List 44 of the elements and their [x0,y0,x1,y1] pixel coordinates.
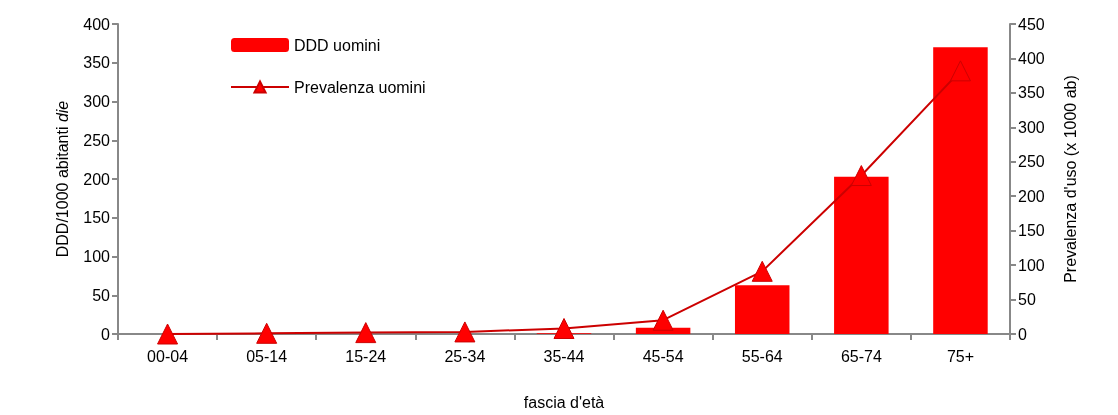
legend-label: DDD uomini [294,36,381,54]
y2-tick-label: 200 [1018,187,1045,205]
x-tick-label: 00-04 [147,347,189,365]
y2-tick-label: 150 [1018,222,1045,240]
y-tick-label: 150 [83,209,111,227]
x-tick-label: 45-54 [642,347,684,365]
x-tick-label: 65-74 [840,347,882,365]
x-tick-label: 35-44 [543,347,585,365]
y2-tick-label: 350 [1018,84,1045,102]
x-tick-label: 25-34 [444,347,486,365]
y2-tick-label: 100 [1018,256,1045,274]
point [850,165,872,187]
point [157,323,179,345]
y-tick-label: 100 [83,248,111,265]
y2-tick-label: 450 [1018,15,1045,33]
y2-tick-label: 300 [1018,118,1045,136]
point [751,260,773,282]
point [355,322,377,344]
x-tick-label: 15-24 [345,347,387,365]
x-axis-title: fascia d'età [523,393,605,411]
point [454,321,476,343]
y-tick-label: 350 [83,54,111,72]
y2-tick-label: 0 [1018,325,1027,343]
x-tick-label: 05-14 [246,347,288,365]
bar [734,285,790,334]
x-tick-label: 75+ [946,347,975,365]
y-tick-label: 300 [83,93,111,110]
x-tick-label: 55-64 [741,347,783,365]
y-tick-label: 0 [101,325,111,343]
point [553,317,575,339]
y-tick-label: 250 [83,131,111,149]
y-tick-label: 50 [92,286,111,304]
y2-axis-title: Prevalenza d'uso (x 1000 ab) [1061,75,1079,283]
point [256,322,278,344]
bar [933,47,988,334]
y-tick-label: 400 [83,15,111,33]
y-axis-title: DDD/1000 abitanti die [53,100,71,258]
legend-label: Prevalenza uomini [294,78,426,96]
point [652,309,674,331]
y-tick-label: 200 [83,170,111,188]
y2-tick-label: 50 [1018,291,1036,309]
y2-tick-label: 250 [1018,153,1045,171]
point [949,60,971,82]
y2-tick-label: 400 [1018,49,1045,67]
